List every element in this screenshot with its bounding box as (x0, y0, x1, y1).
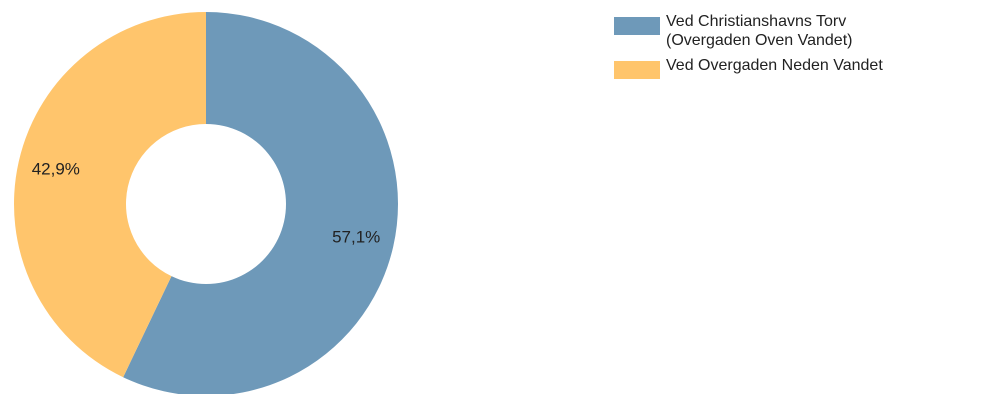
legend-swatch-overgaden-neden-vandet (614, 61, 660, 79)
legend-label-line: (Overgaden Oven Vandet) (666, 31, 974, 50)
donut-data-label-0: 57,1% (332, 228, 380, 247)
legend-item-overgaden-neden-vandet: Ved Overgaden Neden Vandet (614, 56, 974, 75)
legend-label-line: Ved Overgaden Neden Vandet (666, 56, 974, 75)
legend-item-christianshavns-torv: Ved Christianshavns Torv (Overgaden Oven… (614, 12, 974, 50)
legend-swatch-christianshavns-torv (614, 17, 660, 35)
chart-legend: Ved Christianshavns Torv (Overgaden Oven… (614, 12, 974, 81)
donut-data-label-1: 42,9% (32, 159, 80, 178)
legend-label-line: Ved Christianshavns Torv (666, 12, 974, 31)
donut-slices (14, 12, 398, 394)
